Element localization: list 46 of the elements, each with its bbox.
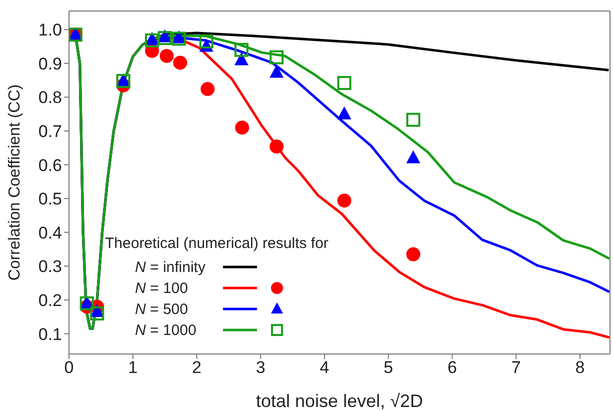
point xyxy=(160,48,174,63)
point xyxy=(406,150,420,164)
point xyxy=(172,32,186,46)
point xyxy=(406,247,420,262)
point xyxy=(199,34,214,48)
legend-label: N = infinity xyxy=(135,259,206,276)
legend-label: N = 500 xyxy=(135,301,188,318)
y-tick-label: 0.1 xyxy=(38,324,62,344)
y-tick-label: 0.6 xyxy=(38,156,62,175)
point xyxy=(270,64,284,78)
y-tick-label: 1.0 xyxy=(38,20,62,40)
y-tick-label: 0.2 xyxy=(38,290,62,310)
y-tick-label: 0.5 xyxy=(38,190,62,209)
x-tick-label: 8 xyxy=(575,358,585,378)
x-tick-label: 7 xyxy=(511,358,521,378)
y-tick-label: 0.7 xyxy=(38,122,62,141)
x-tick-label: 2 xyxy=(192,358,202,378)
x-tick-label: 4 xyxy=(320,358,330,378)
legend-label: N = 100 xyxy=(135,280,188,297)
point xyxy=(235,120,250,135)
legend-title: Theoretical (numerical) results for xyxy=(105,235,328,252)
y-axis-title: Correlation Coefficient (CC) xyxy=(6,84,24,281)
point xyxy=(145,33,160,48)
y-tick-label: 0.9 xyxy=(38,54,62,74)
x-axis-title: total noise level, √2D xyxy=(256,391,423,411)
point xyxy=(270,140,284,154)
point xyxy=(337,106,352,120)
point xyxy=(90,306,104,320)
x-tick-label: 1 xyxy=(128,358,138,378)
y-tick-label: 0.8 xyxy=(38,88,62,108)
x-tick-label: 0 xyxy=(64,358,74,378)
point xyxy=(270,50,284,64)
point xyxy=(406,112,420,127)
point xyxy=(173,56,188,70)
point xyxy=(234,42,248,57)
point xyxy=(337,76,352,90)
x-tick-label: 5 xyxy=(384,358,394,378)
legend-label: N = 1000 xyxy=(135,322,196,339)
point xyxy=(200,82,215,96)
x-tick-label: 6 xyxy=(448,358,457,378)
y-tick-label: 0.4 xyxy=(38,223,62,242)
y-tick-label: 0.3 xyxy=(38,257,62,276)
point xyxy=(158,31,172,46)
point xyxy=(234,52,248,66)
x-tick-label: 3 xyxy=(256,358,266,378)
point xyxy=(337,194,352,208)
